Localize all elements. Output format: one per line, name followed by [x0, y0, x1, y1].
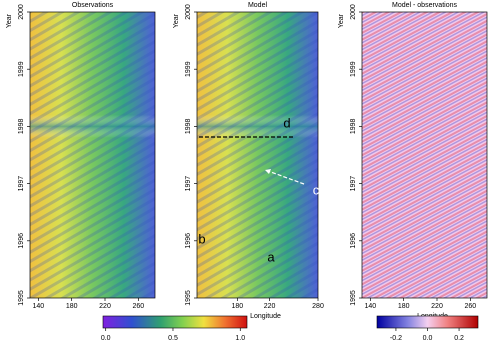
colorbar-tick-label: 0.0: [101, 335, 111, 342]
y-tick-label: 1999: [185, 61, 192, 77]
y-tick-label: 1997: [18, 176, 25, 192]
x-tick-label: 280: [312, 303, 324, 310]
annotation: c: [313, 182, 320, 197]
x-tick-label: 260: [132, 303, 144, 310]
panel-title: Model - observations: [392, 2, 457, 9]
x-tick-label: 180: [66, 303, 78, 310]
heatmap-texture: [197, 12, 318, 298]
panel-title: Model: [248, 2, 268, 9]
y-tick-label: 2000: [185, 4, 192, 20]
x-tick-label: 260: [464, 303, 476, 310]
y-tick-label: 1999: [18, 61, 25, 77]
x-tick-label: 220: [264, 303, 276, 310]
y-tick-label: 1998: [185, 119, 192, 135]
colorbar-tick-label: 1.0: [235, 335, 245, 342]
colorbar-tick-label: -0.2: [390, 335, 402, 342]
y-tick-label: 2000: [350, 4, 357, 20]
y-tick-label: 1995: [350, 290, 357, 306]
y-tick-label: 1996: [350, 233, 357, 249]
heatmap-texture: [362, 12, 487, 298]
colorbar: [376, 315, 479, 329]
x-tick-label: 180: [398, 303, 410, 310]
annotation: b: [198, 231, 205, 246]
dashed-arrow: [267, 170, 305, 185]
arrow-head: [265, 169, 271, 174]
y-axis-label: Year: [6, 13, 13, 28]
x-tick-label: 220: [99, 303, 111, 310]
y-tick-label: 1998: [18, 119, 25, 135]
y-tick-label: 1996: [18, 233, 25, 249]
x-tick-label: 140: [364, 303, 376, 310]
plot-frame: [361, 11, 488, 299]
x-tick-label: 180: [231, 303, 243, 310]
y-tick-label: 1996: [185, 233, 192, 249]
y-tick-label: 1998: [350, 119, 357, 135]
heatmap-texture: [30, 12, 155, 298]
annotation: d: [283, 115, 290, 130]
y-tick-label: 1999: [350, 61, 357, 77]
y-axis-label: Year: [173, 13, 180, 28]
x-tick-label: 140: [32, 303, 44, 310]
y-tick-label: 1997: [185, 176, 192, 192]
plot-frame: [196, 11, 319, 299]
annotation: a: [267, 249, 275, 264]
y-tick-label: 1997: [350, 176, 357, 192]
x-axis-label: Longitude: [250, 313, 281, 320]
y-axis-label: Year: [338, 13, 345, 28]
colorbar-tick-label: 0.0: [423, 335, 433, 342]
colorbar-tick-label: 0.2: [454, 335, 464, 342]
plot-frame: [29, 11, 156, 299]
y-tick-label: 1995: [18, 290, 25, 306]
colorbar: [102, 315, 248, 329]
panel-title: Observations: [72, 2, 114, 9]
y-tick-label: 1995: [185, 290, 192, 306]
y-tick-label: 2000: [18, 4, 25, 20]
colorbar-tick-label: 0.5: [168, 335, 178, 342]
x-tick-label: 220: [431, 303, 443, 310]
